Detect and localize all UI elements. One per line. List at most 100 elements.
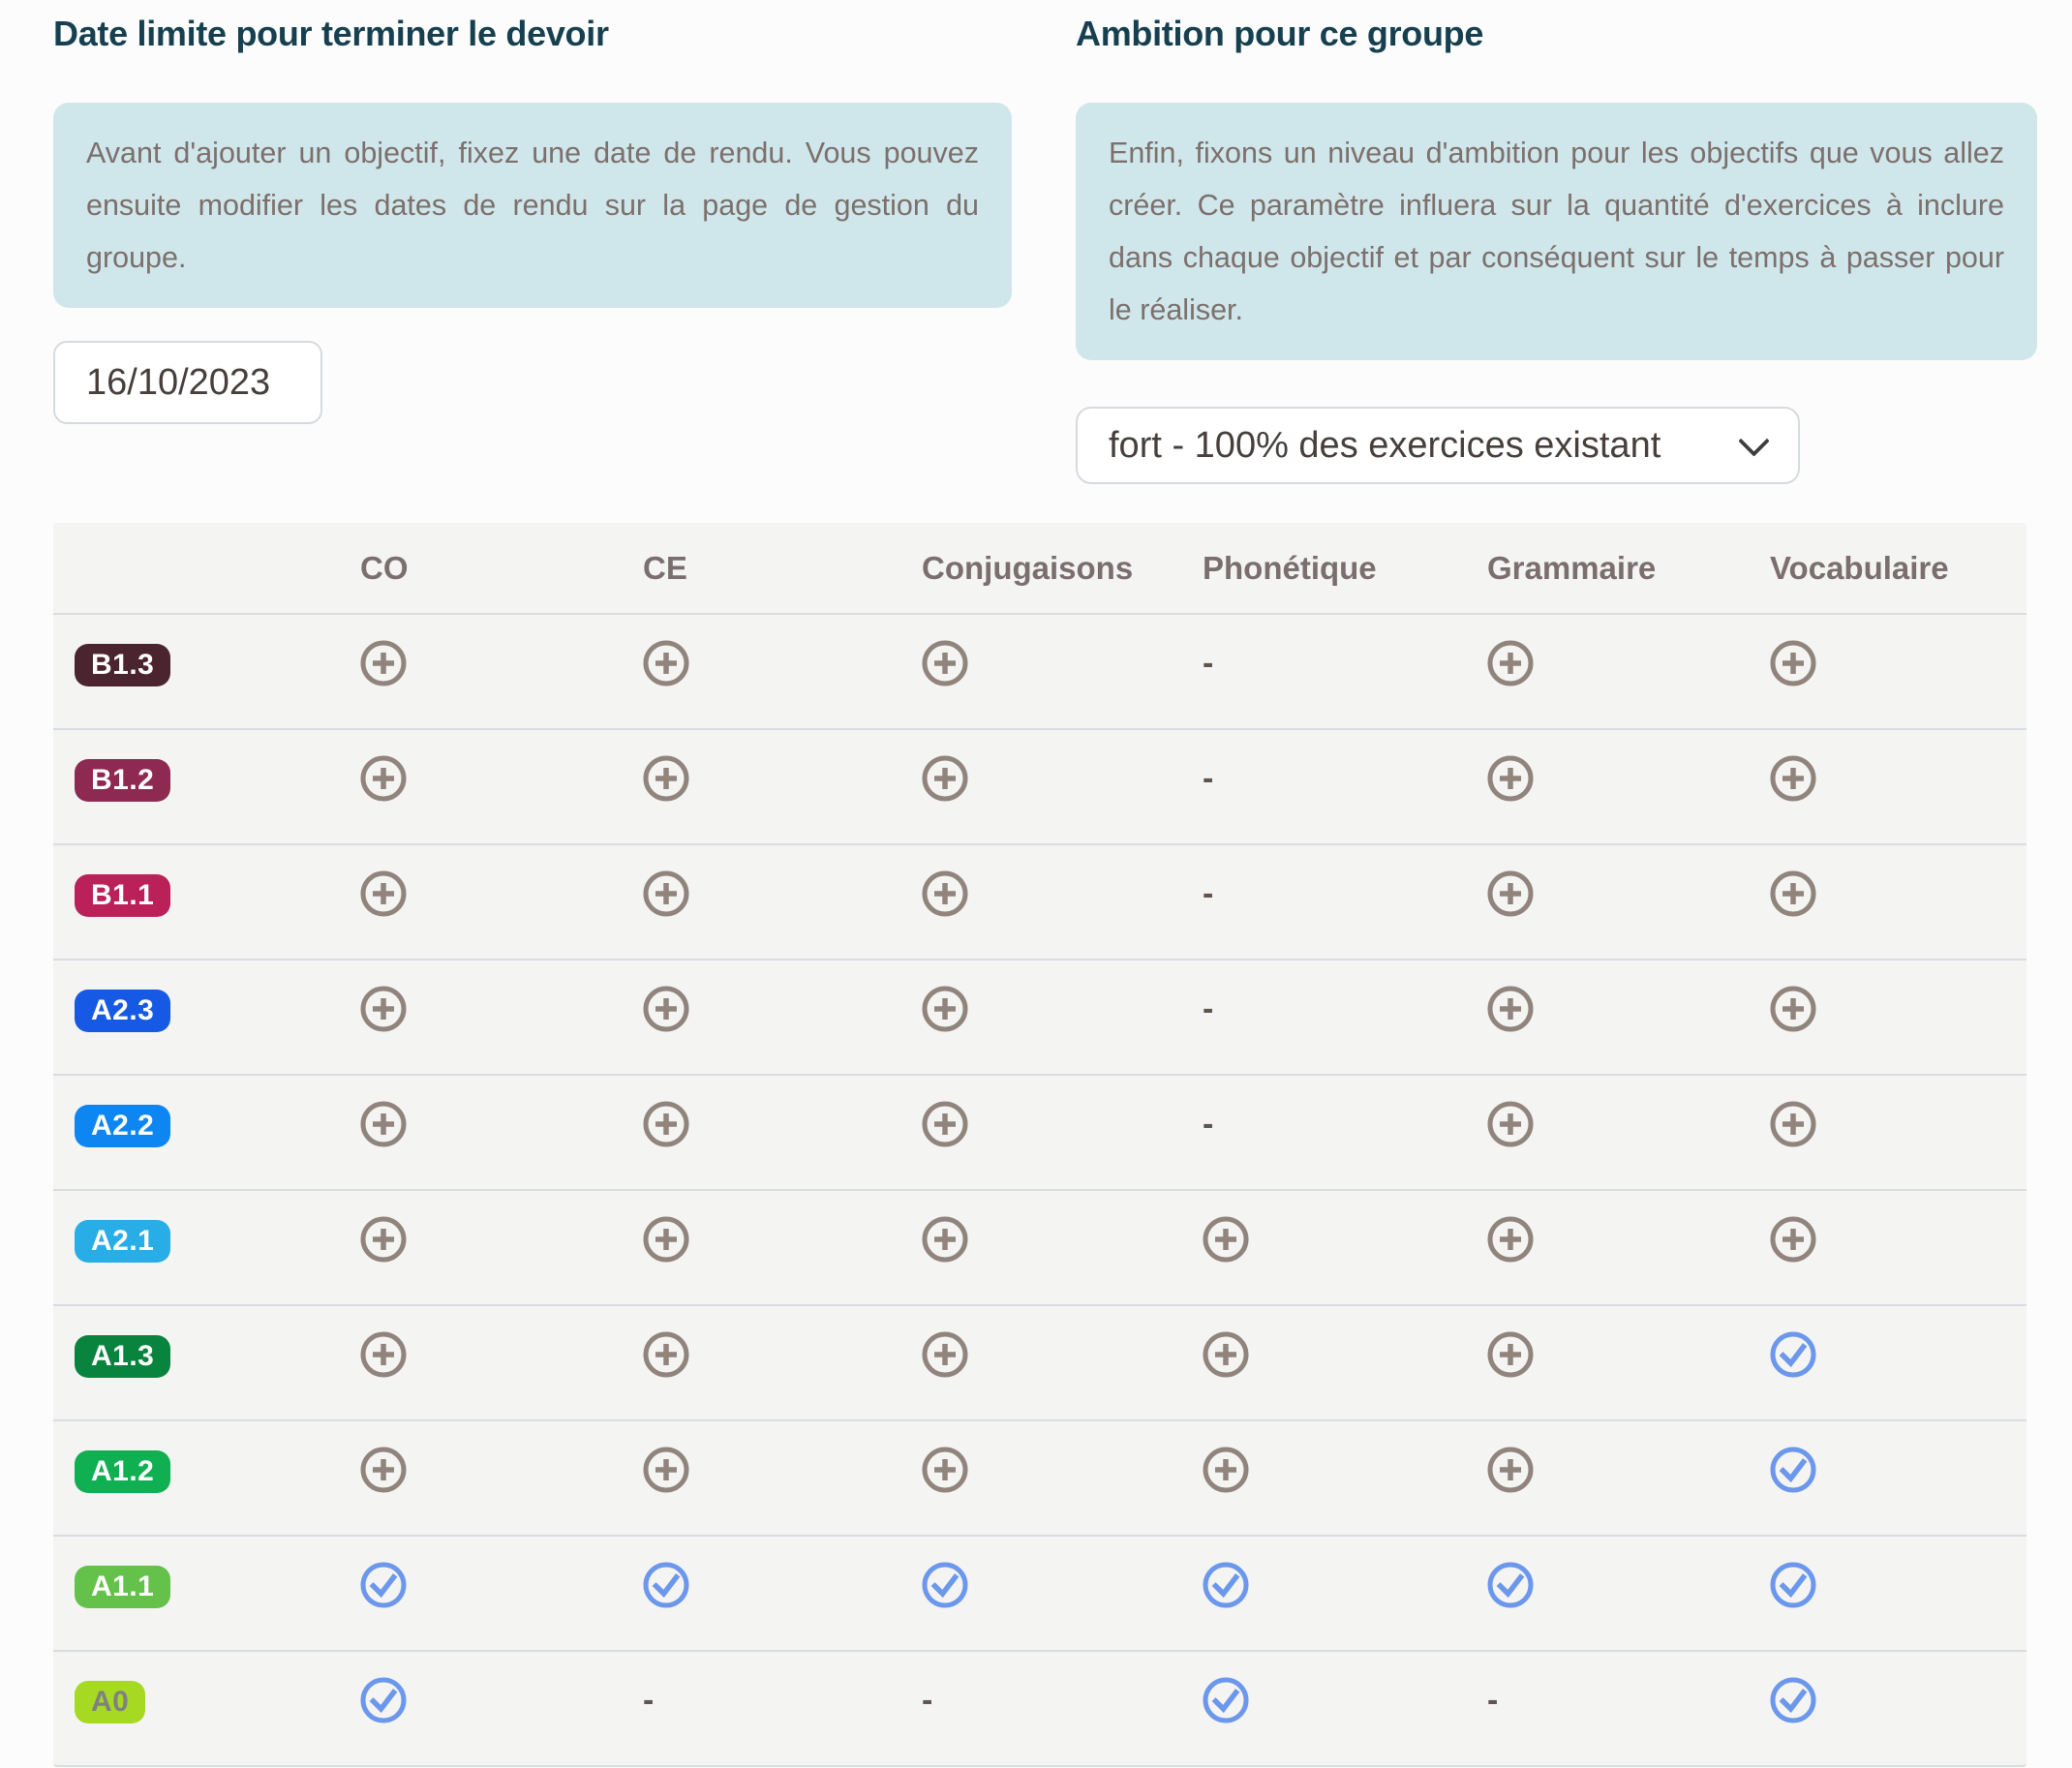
add-objective-button[interactable] bbox=[1487, 1447, 1534, 1493]
cell-grammaire bbox=[1466, 730, 1749, 807]
plus-icon bbox=[922, 1447, 968, 1493]
objective-selected-check[interactable] bbox=[643, 1562, 689, 1608]
add-objective-button[interactable] bbox=[1770, 1216, 1816, 1263]
plus-icon bbox=[1487, 1447, 1534, 1493]
cell-phonetique: - bbox=[1181, 730, 1466, 802]
check-icon bbox=[1487, 1562, 1534, 1608]
add-objective-button[interactable] bbox=[1203, 1216, 1249, 1263]
add-objective-button[interactable] bbox=[1487, 755, 1534, 802]
add-objective-button[interactable] bbox=[922, 640, 968, 686]
add-objective-button[interactable] bbox=[922, 986, 968, 1032]
check-icon bbox=[360, 1677, 407, 1723]
plus-icon bbox=[1487, 1101, 1534, 1147]
add-objective-button[interactable] bbox=[360, 1447, 407, 1493]
objective-selected-check[interactable] bbox=[1770, 1562, 1816, 1608]
add-objective-button[interactable] bbox=[1770, 755, 1816, 802]
plus-icon bbox=[1203, 1331, 1249, 1378]
plus-icon bbox=[922, 1216, 968, 1263]
add-objective-button[interactable] bbox=[922, 870, 968, 917]
plus-icon bbox=[643, 640, 689, 686]
add-objective-button[interactable] bbox=[643, 1216, 689, 1263]
cell-ce bbox=[622, 615, 900, 691]
cell-conjugaisons bbox=[900, 615, 1181, 691]
level-cell: A2.2 bbox=[53, 1076, 339, 1147]
add-objective-button[interactable] bbox=[1487, 1101, 1534, 1147]
add-objective-button[interactable] bbox=[360, 1331, 407, 1378]
add-objective-button[interactable] bbox=[922, 1447, 968, 1493]
objective-selected-check[interactable] bbox=[1770, 1331, 1816, 1378]
cell-phonetique bbox=[1181, 1306, 1466, 1383]
add-objective-button[interactable] bbox=[922, 1331, 968, 1378]
plus-icon bbox=[1203, 1447, 1249, 1493]
cell-co bbox=[339, 615, 622, 691]
add-objective-button[interactable] bbox=[360, 1216, 407, 1263]
add-objective-button[interactable] bbox=[1487, 1331, 1534, 1378]
add-objective-button[interactable] bbox=[360, 640, 407, 686]
add-objective-button[interactable] bbox=[643, 1101, 689, 1147]
plus-icon bbox=[643, 1101, 689, 1147]
not-available-marker: - bbox=[1203, 875, 1214, 912]
add-objective-button[interactable] bbox=[1203, 1331, 1249, 1378]
level-cell: A1.1 bbox=[53, 1537, 339, 1608]
add-objective-button[interactable] bbox=[643, 755, 689, 802]
plus-icon bbox=[922, 986, 968, 1032]
objective-selected-check[interactable] bbox=[1203, 1562, 1249, 1608]
plus-icon bbox=[360, 870, 407, 917]
add-objective-button[interactable] bbox=[1770, 1101, 1816, 1147]
objective-selected-check[interactable] bbox=[1770, 1447, 1816, 1493]
add-objective-button[interactable] bbox=[1487, 640, 1534, 686]
cell-grammaire bbox=[1466, 960, 1749, 1037]
ambition-select[interactable]: fort - 100% des exercices existant bbox=[1076, 407, 1800, 484]
level-badge: B1.3 bbox=[75, 644, 171, 686]
add-objective-button[interactable] bbox=[1487, 986, 1534, 1032]
objective-selected-check[interactable] bbox=[360, 1677, 407, 1723]
cell-vocabulaire bbox=[1749, 1076, 2026, 1152]
cell-ce bbox=[622, 1306, 900, 1383]
add-objective-button[interactable] bbox=[1487, 1216, 1534, 1263]
add-objective-button[interactable] bbox=[360, 986, 407, 1032]
add-objective-button[interactable] bbox=[643, 870, 689, 917]
objective-selected-check[interactable] bbox=[1487, 1562, 1534, 1608]
check-icon bbox=[1203, 1677, 1249, 1723]
add-objective-button[interactable] bbox=[1203, 1447, 1249, 1493]
add-objective-button[interactable] bbox=[643, 1447, 689, 1493]
level-cell: B1.1 bbox=[53, 845, 339, 917]
plus-icon bbox=[643, 1331, 689, 1378]
level-badge: A0 bbox=[75, 1681, 146, 1723]
add-objective-button[interactable] bbox=[1770, 640, 1816, 686]
add-objective-button[interactable] bbox=[922, 1101, 968, 1147]
plus-icon bbox=[1770, 870, 1816, 917]
cell-ce bbox=[622, 845, 900, 922]
objective-selected-check[interactable] bbox=[360, 1562, 407, 1608]
objective-selected-check[interactable] bbox=[922, 1562, 968, 1608]
table-row-a21: A2.1 bbox=[53, 1189, 2026, 1304]
table-row-a22: A2.2 - bbox=[53, 1074, 2026, 1189]
add-objective-button[interactable] bbox=[922, 755, 968, 802]
add-objective-button[interactable] bbox=[1770, 986, 1816, 1032]
deadline-date-input[interactable] bbox=[53, 341, 322, 424]
add-objective-button[interactable] bbox=[922, 1216, 968, 1263]
cell-conjugaisons bbox=[900, 1421, 1181, 1498]
cell-phonetique: - bbox=[1181, 960, 1466, 1032]
add-objective-button[interactable] bbox=[360, 1101, 407, 1147]
add-objective-button[interactable] bbox=[360, 755, 407, 802]
cell-ce bbox=[622, 960, 900, 1037]
objective-selected-check[interactable] bbox=[1203, 1677, 1249, 1723]
check-icon bbox=[643, 1562, 689, 1608]
plus-icon bbox=[1487, 755, 1534, 802]
check-icon bbox=[1770, 1447, 1816, 1493]
plus-icon bbox=[643, 755, 689, 802]
plus-icon bbox=[360, 640, 407, 686]
plus-icon bbox=[1487, 640, 1534, 686]
add-objective-button[interactable] bbox=[643, 1331, 689, 1378]
add-objective-button[interactable] bbox=[643, 986, 689, 1032]
add-objective-button[interactable] bbox=[360, 870, 407, 917]
cell-vocabulaire bbox=[1749, 1537, 2026, 1613]
plus-icon bbox=[922, 1101, 968, 1147]
add-objective-button[interactable] bbox=[1487, 870, 1534, 917]
cell-co bbox=[339, 1537, 622, 1613]
add-objective-button[interactable] bbox=[643, 640, 689, 686]
table-body: B1.3 - B1.2 - B1.1 - A2.3 - A2.2 - A2.1 A1.3 A1.2 A1.… bbox=[53, 613, 2026, 1765]
add-objective-button[interactable] bbox=[1770, 870, 1816, 917]
objective-selected-check[interactable] bbox=[1770, 1677, 1816, 1723]
